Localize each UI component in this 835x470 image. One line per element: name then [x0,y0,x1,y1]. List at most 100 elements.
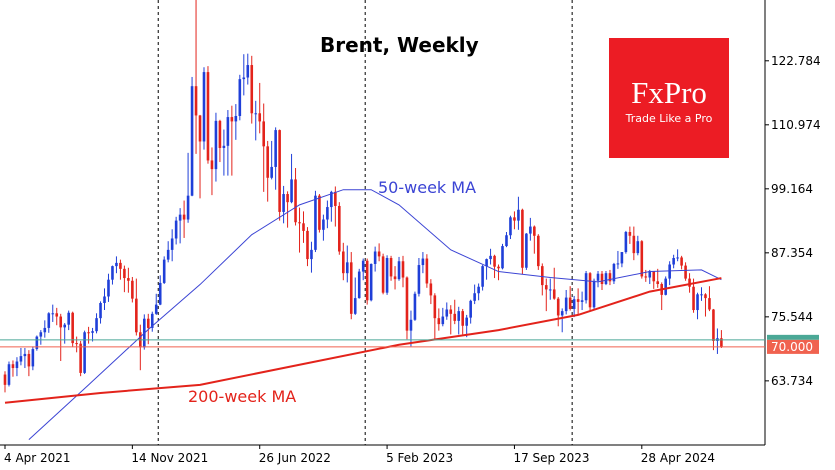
candle-body [27,353,31,367]
candle-body [636,241,640,254]
candle-body [178,214,182,221]
candle-body [712,309,715,341]
candle-body [71,312,74,344]
candle-body [294,179,297,223]
candle-body [270,166,273,178]
candle-body [162,259,166,283]
y-tick-label: 75.544 [771,310,813,324]
ma-label: 50-week MA [378,178,476,197]
logo-box [609,38,729,158]
candle-body [63,324,66,328]
y-tick-label: 63.734 [771,374,813,388]
y-tick-label: 122.784 [771,54,821,68]
candle-body [688,278,691,287]
candle-body [99,302,102,319]
candle-body [326,207,329,220]
candle-body [580,300,584,302]
candle-body [254,113,258,115]
candle-body [533,226,536,236]
candle-body [477,286,480,294]
candle-body [632,235,636,254]
chart-title: Brent, Weekly [320,33,479,57]
candle-body [552,289,556,299]
candle-body [548,289,552,291]
y-tick-label: 99.164 [771,182,813,196]
candle-body [174,220,178,239]
candle-body [668,264,671,279]
candle-body [146,318,150,328]
candle-body [158,282,162,305]
candle-body [198,115,202,142]
candle-body [461,311,464,326]
candle-body [413,293,417,320]
logo-tagline: Trade Like a Pro [625,112,713,125]
candle-body [469,300,472,318]
ma-line [28,189,722,440]
candle-body [700,294,703,296]
candle-body [103,296,106,303]
candle-body [357,271,361,299]
x-tick-label: 28 Apr 2024 [641,451,715,465]
candle-body [572,299,576,309]
candle-body [704,294,707,299]
candle-body [648,271,652,278]
candle-body [226,117,230,146]
candle-body [720,338,723,347]
candle-body [576,299,580,302]
candle-body [692,286,695,311]
y-tick-label: 87.354 [771,246,813,260]
candle-body [489,255,492,260]
candle-body [620,252,624,264]
candle-body [3,374,7,385]
candle-body [75,343,78,345]
candle-body [445,309,449,317]
x-tick-label: 17 Sep 2023 [513,451,589,465]
candle-body [544,285,548,290]
candle-body [258,113,262,122]
candle-body [83,332,86,373]
candle-body [497,266,500,269]
candle-body [154,304,158,314]
candle-body [87,332,90,334]
candle-body [266,146,269,178]
candle-body [190,86,194,196]
candle-body [182,214,186,220]
candle-body [186,195,190,220]
price-label-box [767,339,819,354]
candle-body [131,280,134,299]
candle-body [238,79,242,116]
candle-body [628,231,632,236]
candle-body [218,120,222,148]
candle-body [564,297,568,312]
candle-body [417,265,421,294]
candle-body [170,238,174,250]
candle-body [453,313,457,321]
candle-body [334,191,337,206]
candle-body [306,230,309,260]
candle-body [123,268,126,279]
candle-body [330,191,333,208]
candle-body [222,145,226,148]
candle-body [676,257,679,259]
candle-body [278,130,281,212]
candle-body [640,241,644,277]
candle-body [505,235,508,247]
candle-body [111,266,114,280]
candle-body [517,209,520,221]
candle-body [31,349,35,367]
candle-body [680,257,683,266]
candle-body [389,258,393,277]
candle-body [250,65,254,114]
candle-body [429,283,433,296]
candle-body [616,263,620,265]
candle-body [67,312,70,325]
candle-body [51,313,55,315]
candle-body [210,160,214,170]
candle-body [501,246,504,269]
candle-body [95,318,98,332]
candle-body [349,262,353,314]
y-tick-label: 110.974 [771,118,821,132]
candle-body [624,231,628,253]
candle-body [481,266,484,287]
candle-body [525,233,528,268]
